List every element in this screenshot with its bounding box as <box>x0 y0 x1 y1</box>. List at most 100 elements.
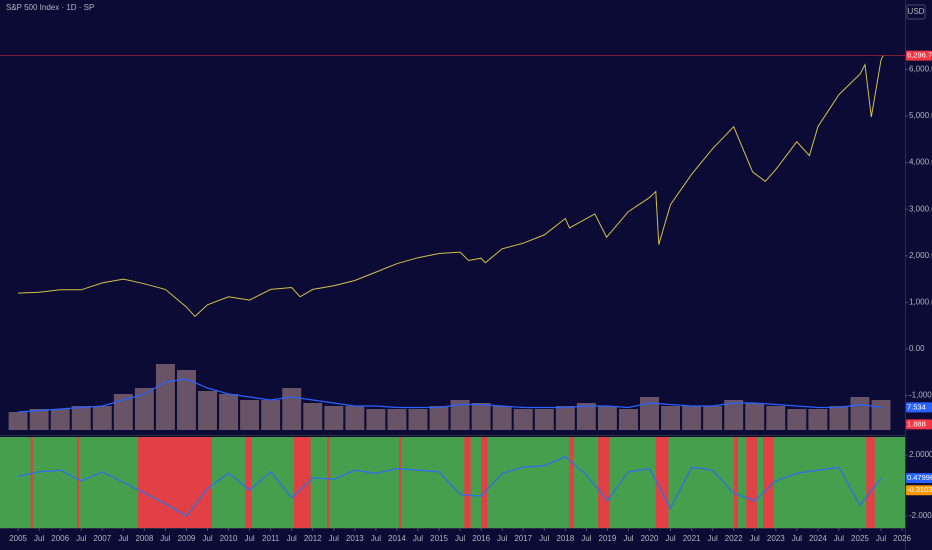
x-tick-label: 2014 <box>388 534 406 543</box>
x-tick-label: Jul <box>34 534 44 543</box>
last-value-label: 0.479968 <box>907 473 932 482</box>
y-tick-label: 6,000.00 <box>909 65 932 74</box>
volume-bar <box>450 400 470 430</box>
volume-bar <box>576 403 596 430</box>
x-tick-label: Jul <box>160 534 170 543</box>
regime-period <box>569 437 574 528</box>
volume-bar <box>92 406 112 430</box>
volume-bar <box>787 409 807 430</box>
volume-bar <box>808 409 828 430</box>
volume-bar <box>113 394 133 430</box>
volume-bar <box>134 388 154 430</box>
x-tick-label: Jul <box>244 534 254 543</box>
volume-bar <box>703 406 723 430</box>
volume-bar <box>261 400 281 430</box>
data-line <box>17 455 882 517</box>
last-value-label: 1.888 <box>907 419 926 428</box>
volume-bar <box>345 406 365 430</box>
x-tick-label: Jul <box>581 534 591 543</box>
x-tick-label: Jul <box>876 534 886 543</box>
x-tick-label: Jul <box>76 534 86 543</box>
regime-period <box>138 437 212 528</box>
x-tick-label: 2008 <box>135 534 153 543</box>
x-tick-label: 2025 <box>851 534 869 543</box>
last-value-box <box>906 473 932 484</box>
regime-period <box>464 437 471 528</box>
volume-bar <box>766 406 786 430</box>
volume-bar <box>8 412 28 430</box>
x-tick-label: Jul <box>118 534 128 543</box>
x-tick-label: 2024 <box>809 534 827 543</box>
volume-bar <box>50 409 70 430</box>
volume-bar <box>408 409 428 430</box>
x-tick-label: 2011 <box>262 534 280 543</box>
last-value-box <box>906 485 932 496</box>
x-tick-label: Jul <box>539 534 549 543</box>
volume-bar <box>198 391 217 430</box>
y-tick-label: -2.000000 <box>909 511 932 520</box>
last-value-box <box>906 402 932 413</box>
last-value-label: 6,296.79 <box>907 51 932 60</box>
data-line <box>18 55 884 318</box>
volume-bar <box>29 409 49 430</box>
volume-bar <box>618 409 638 430</box>
x-tick-label: 2006 <box>51 534 69 543</box>
currency[interactable]: USD <box>908 7 925 16</box>
x-tick-label: 2016 <box>472 534 490 543</box>
x-tick-label: 2021 <box>683 534 701 543</box>
volume-bar <box>724 400 744 430</box>
volume-bar <box>829 406 849 430</box>
y-tick-label: 5,000.00 <box>909 111 932 120</box>
x-tick-label: 2010 <box>220 534 238 543</box>
x-tick-label: 2022 <box>725 534 743 543</box>
regime-period <box>77 437 80 528</box>
regime-period <box>763 437 774 528</box>
volume-bar <box>71 406 91 430</box>
volume-bar <box>155 364 175 430</box>
last-value-box <box>906 419 932 430</box>
x-tick-label: Jul <box>834 534 844 543</box>
currency-box[interactable] <box>906 4 926 20</box>
volume-bar <box>492 406 512 430</box>
regime-period <box>327 437 330 528</box>
volume-bar <box>871 400 891 430</box>
x-tick-label: 2013 <box>346 534 364 543</box>
x-tick-label: 2018 <box>556 534 574 543</box>
x-tick-label: Jul <box>750 534 760 543</box>
volume-bar <box>324 406 344 430</box>
regime-period <box>866 437 875 528</box>
volume-bar <box>513 409 533 430</box>
x-tick-label: 2026 <box>893 534 911 543</box>
x-tick-label: Jul <box>792 534 802 543</box>
volume-bar <box>661 406 681 430</box>
y-tick-label: 0.00 <box>909 344 925 353</box>
volume-bar <box>640 397 659 430</box>
data-line <box>18 378 882 413</box>
chart-title: S&P 500 Index · 1D · SP <box>6 3 94 12</box>
y-tick-label: 4,000.00 <box>909 158 932 167</box>
volume-bar <box>240 400 260 430</box>
regime-period <box>733 437 738 528</box>
regime-period <box>245 437 252 528</box>
volume-bar <box>555 406 575 430</box>
y-tick-label: 1,000.00 <box>909 298 932 307</box>
y-tick-label: 3,000.00 <box>909 204 932 213</box>
x-tick-label: Jul <box>623 534 633 543</box>
volume-bar <box>471 403 491 430</box>
last-value-box <box>906 50 932 61</box>
last-value-label: -0.310386 <box>907 485 932 494</box>
volume-bar <box>682 406 702 430</box>
x-tick-label: 2005 <box>9 534 27 543</box>
y-tick-label: -1,000.00 <box>909 391 932 400</box>
volume-bar <box>219 394 239 430</box>
regime-period <box>598 437 610 528</box>
x-tick-label: 2023 <box>767 534 785 543</box>
x-tick-label: 2019 <box>599 534 617 543</box>
x-tick-label: Jul <box>708 534 718 543</box>
regime-period <box>399 437 402 528</box>
volume-bar <box>534 409 554 430</box>
x-tick-label: Jul <box>202 534 212 543</box>
volume-bar <box>387 409 407 430</box>
volume-bar <box>303 403 323 430</box>
